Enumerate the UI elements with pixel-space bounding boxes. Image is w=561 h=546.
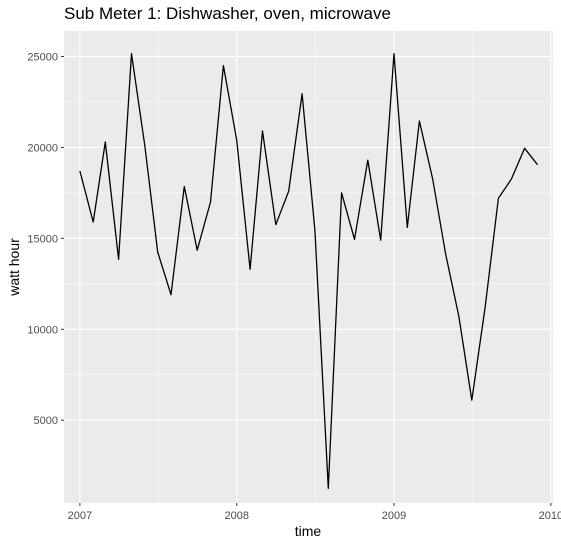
y-tick-label: 25000 [27,51,58,63]
x-tick-label: 2009 [382,510,406,522]
x-tick-label: 2010 [539,510,561,522]
y-axis-title: watt hour [6,238,22,297]
y-tick-label: 10000 [27,324,58,336]
y-tick-label: 5000 [34,415,58,427]
x-tick-label: 2007 [68,510,92,522]
y-axis: 5000 10000 15000 20000 25000 [27,51,64,427]
y-tick-label: 15000 [27,233,58,245]
x-axis: 2007 2008 2009 2010 [68,503,561,522]
x-tick-label: 2008 [224,510,248,522]
x-axis-title: time [295,523,322,539]
y-tick-label: 20000 [27,142,58,154]
